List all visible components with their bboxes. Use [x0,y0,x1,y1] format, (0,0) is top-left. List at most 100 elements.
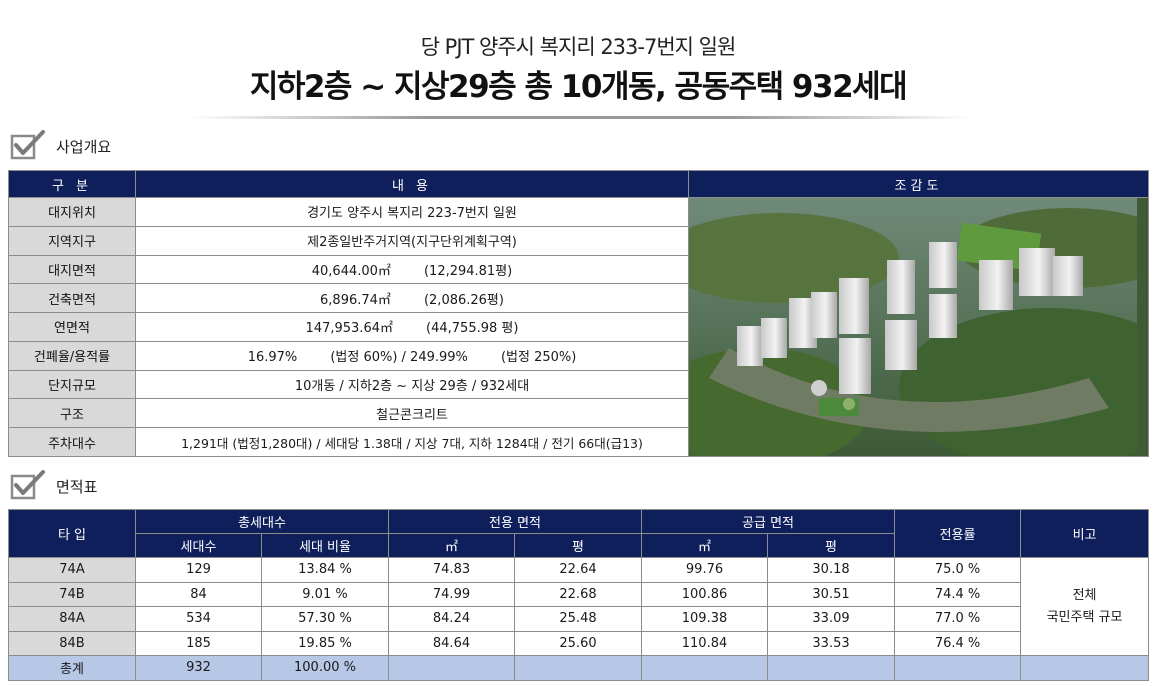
row-label: 대지위치 [8,197,136,227]
cell-type: 84B [8,630,136,656]
checkbox-check-icon [10,130,45,160]
total-units: 932 [135,655,262,681]
row-label: 구조 [8,398,136,429]
empty-cell [767,655,896,681]
row-label: 건축면적 [8,283,136,314]
row-value: 제2종일반주거지역(지구단위계획구역) [135,225,689,256]
cell-type: 74A [8,557,136,583]
column-header-efficiency: 전용률 [894,509,1022,558]
section-title-area: 면적표 [56,477,98,496]
cell-exclusive-pyeong: 25.48 [513,606,643,632]
cell-units: 534 [135,606,262,632]
cell-supply-pyeong: 30.51 [767,581,896,607]
cell-exclusive-pyeong: 22.64 [513,557,643,583]
row-value: 철근콘크리트 [135,398,689,429]
cell-supply-pyeong: 30.18 [767,557,896,583]
total-label: 총계 [8,655,136,681]
column-header-exclusive-area: 전용 면적 [387,509,643,534]
column-header-type: 타 입 [8,509,136,558]
cell-exclusive-pyeong: 25.60 [513,630,643,656]
cell-efficiency: 74.4 % [894,581,1022,607]
cell-efficiency: 76.4 % [894,630,1022,656]
title-divider [190,116,970,119]
area-table: 타 입 총세대수 전용 면적 공급 면적 전용률 비고 세대수 세대 비율 ㎡ … [8,509,1150,681]
row-value: 40,644.00㎡ (12,294.81평) [135,254,689,285]
column-header-exclusive-sqm: ㎡ [388,533,515,558]
cell-ratio: 19.85 % [261,630,389,656]
table-row: 연면적 147,953.64㎡ (44,755.98 평) [8,312,1149,342]
column-header-exclusive-pyeong: 평 [513,533,643,558]
empty-cell [1020,655,1150,681]
cell-units: 84 [135,581,262,607]
table-row: 대지위치 경기도 양주시 복지리 223-7번지 일원 [8,197,1149,457]
column-header-note: 비고 [1020,509,1150,558]
row-label: 지역지구 [8,225,136,256]
column-header-image: 조감도 [688,170,1149,198]
row-label: 단지규모 [8,369,136,400]
column-header-supply-sqm: ㎡ [641,533,769,558]
table-row: 84A 534 57.30 % 84.24 25.48 109.38 33.09… [8,606,1149,632]
checkbox-check-icon [10,470,45,500]
column-header-content: 내 용 [135,170,689,198]
row-value: 147,953.64㎡ (44,755.98 평) [135,312,689,342]
column-header-category: 구 분 [8,170,136,198]
note-line: 전체 [1072,587,1097,603]
empty-cell [513,655,643,681]
table-row: 74A 129 13.84 % 74.83 22.64 99.76 30.18 … [8,557,1150,656]
row-value: 경기도 양주시 복지리 223-7번지 일원 [135,197,689,227]
table-row: 74B 84 9.01 % 74.99 22.68 100.86 30.51 7… [8,581,1149,607]
cell-type: 84A [8,606,136,632]
note-line: 국민주택 규모 [1046,609,1123,625]
column-header-ratio: 세대 비율 [261,533,389,558]
cell-efficiency: 77.0 % [894,606,1022,632]
table-row: 주차대수 1,291대 (법정1,280대) / 세대당 1.38대 / 지상 … [8,427,1149,457]
row-label: 대지면적 [8,254,136,285]
section-header-overview: 사업개요 [10,130,111,162]
cell-exclusive-sqm: 84.64 [388,630,515,656]
page-title: 지하2층 ~ 지상29층 총 10개동, 공동주택 932세대 [249,69,908,105]
cell-exclusive-sqm: 74.99 [388,581,515,607]
total-ratio: 100.00 % [261,655,389,681]
cell-supply-sqm: 100.86 [641,581,769,607]
title-block: 당 PJT 양주시 복지리 233-7번지 일원 지하2층 ~ 지상29층 총 … [0,30,1156,110]
cell-exclusive-sqm: 74.83 [388,557,515,583]
cell-units: 129 [135,557,262,583]
cell-ratio: 57.30 % [261,606,389,632]
cell-supply-sqm: 110.84 [641,630,769,656]
cell-note: 전체 국민주택 규모 [1020,557,1150,656]
cell-ratio: 9.01 % [261,581,389,607]
table-row: 구조 철근콘크리트 [8,398,1149,429]
empty-cell [894,655,1022,681]
row-label: 연면적 [8,312,136,342]
row-label: 주차대수 [8,427,136,457]
cell-supply-sqm: 109.38 [641,606,769,632]
cell-supply-pyeong: 33.09 [767,606,896,632]
row-label: 건폐율/용적률 [8,340,136,371]
aerial-view-image [689,198,1137,456]
cell-ratio: 13.84 % [261,557,389,583]
page-subtitle: 당 PJT 양주시 복지리 233-7번지 일원 [420,35,737,59]
cell-type: 74B [8,581,136,607]
cell-supply-sqm: 99.76 [641,557,769,583]
cell-exclusive-sqm: 84.24 [388,606,515,632]
empty-cell [641,655,769,681]
column-header-units: 세대수 [135,533,262,558]
empty-cell [388,655,515,681]
cell-supply-pyeong: 33.53 [767,630,896,656]
total-row: 총계 932 100.00 % [8,655,1150,681]
column-header-supply-area: 공급 면적 [641,509,896,534]
row-value: 1,291대 (법정1,280대) / 세대당 1.38대 / 지상 7대, 지… [135,427,689,457]
column-header-total-units: 총세대수 [135,509,389,534]
aerial-view-cell [688,197,1149,457]
cell-units: 185 [135,630,262,656]
row-value: 10개동 / 지하2층 ~ 지상 29층 / 932세대 [135,369,689,400]
row-value: 6,896.74㎡ (2,086.26평) [135,283,689,314]
row-value: 16.97% (법정 60%) / 249.99% (법정 250%) [135,340,689,371]
table-row: 84B 185 19.85 % 84.64 25.60 110.84 33.53… [8,630,1149,656]
overview-table: 구 분 내 용 조감도 대지위치 경기도 양주시 복지리 223-7번지 일원 [8,170,1149,457]
section-header-area: 면적표 [10,470,97,502]
cell-efficiency: 75.0 % [894,557,1022,583]
column-header-supply-pyeong: 평 [767,533,896,558]
section-title-overview: 사업개요 [56,137,112,156]
cell-exclusive-pyeong: 22.68 [513,581,643,607]
